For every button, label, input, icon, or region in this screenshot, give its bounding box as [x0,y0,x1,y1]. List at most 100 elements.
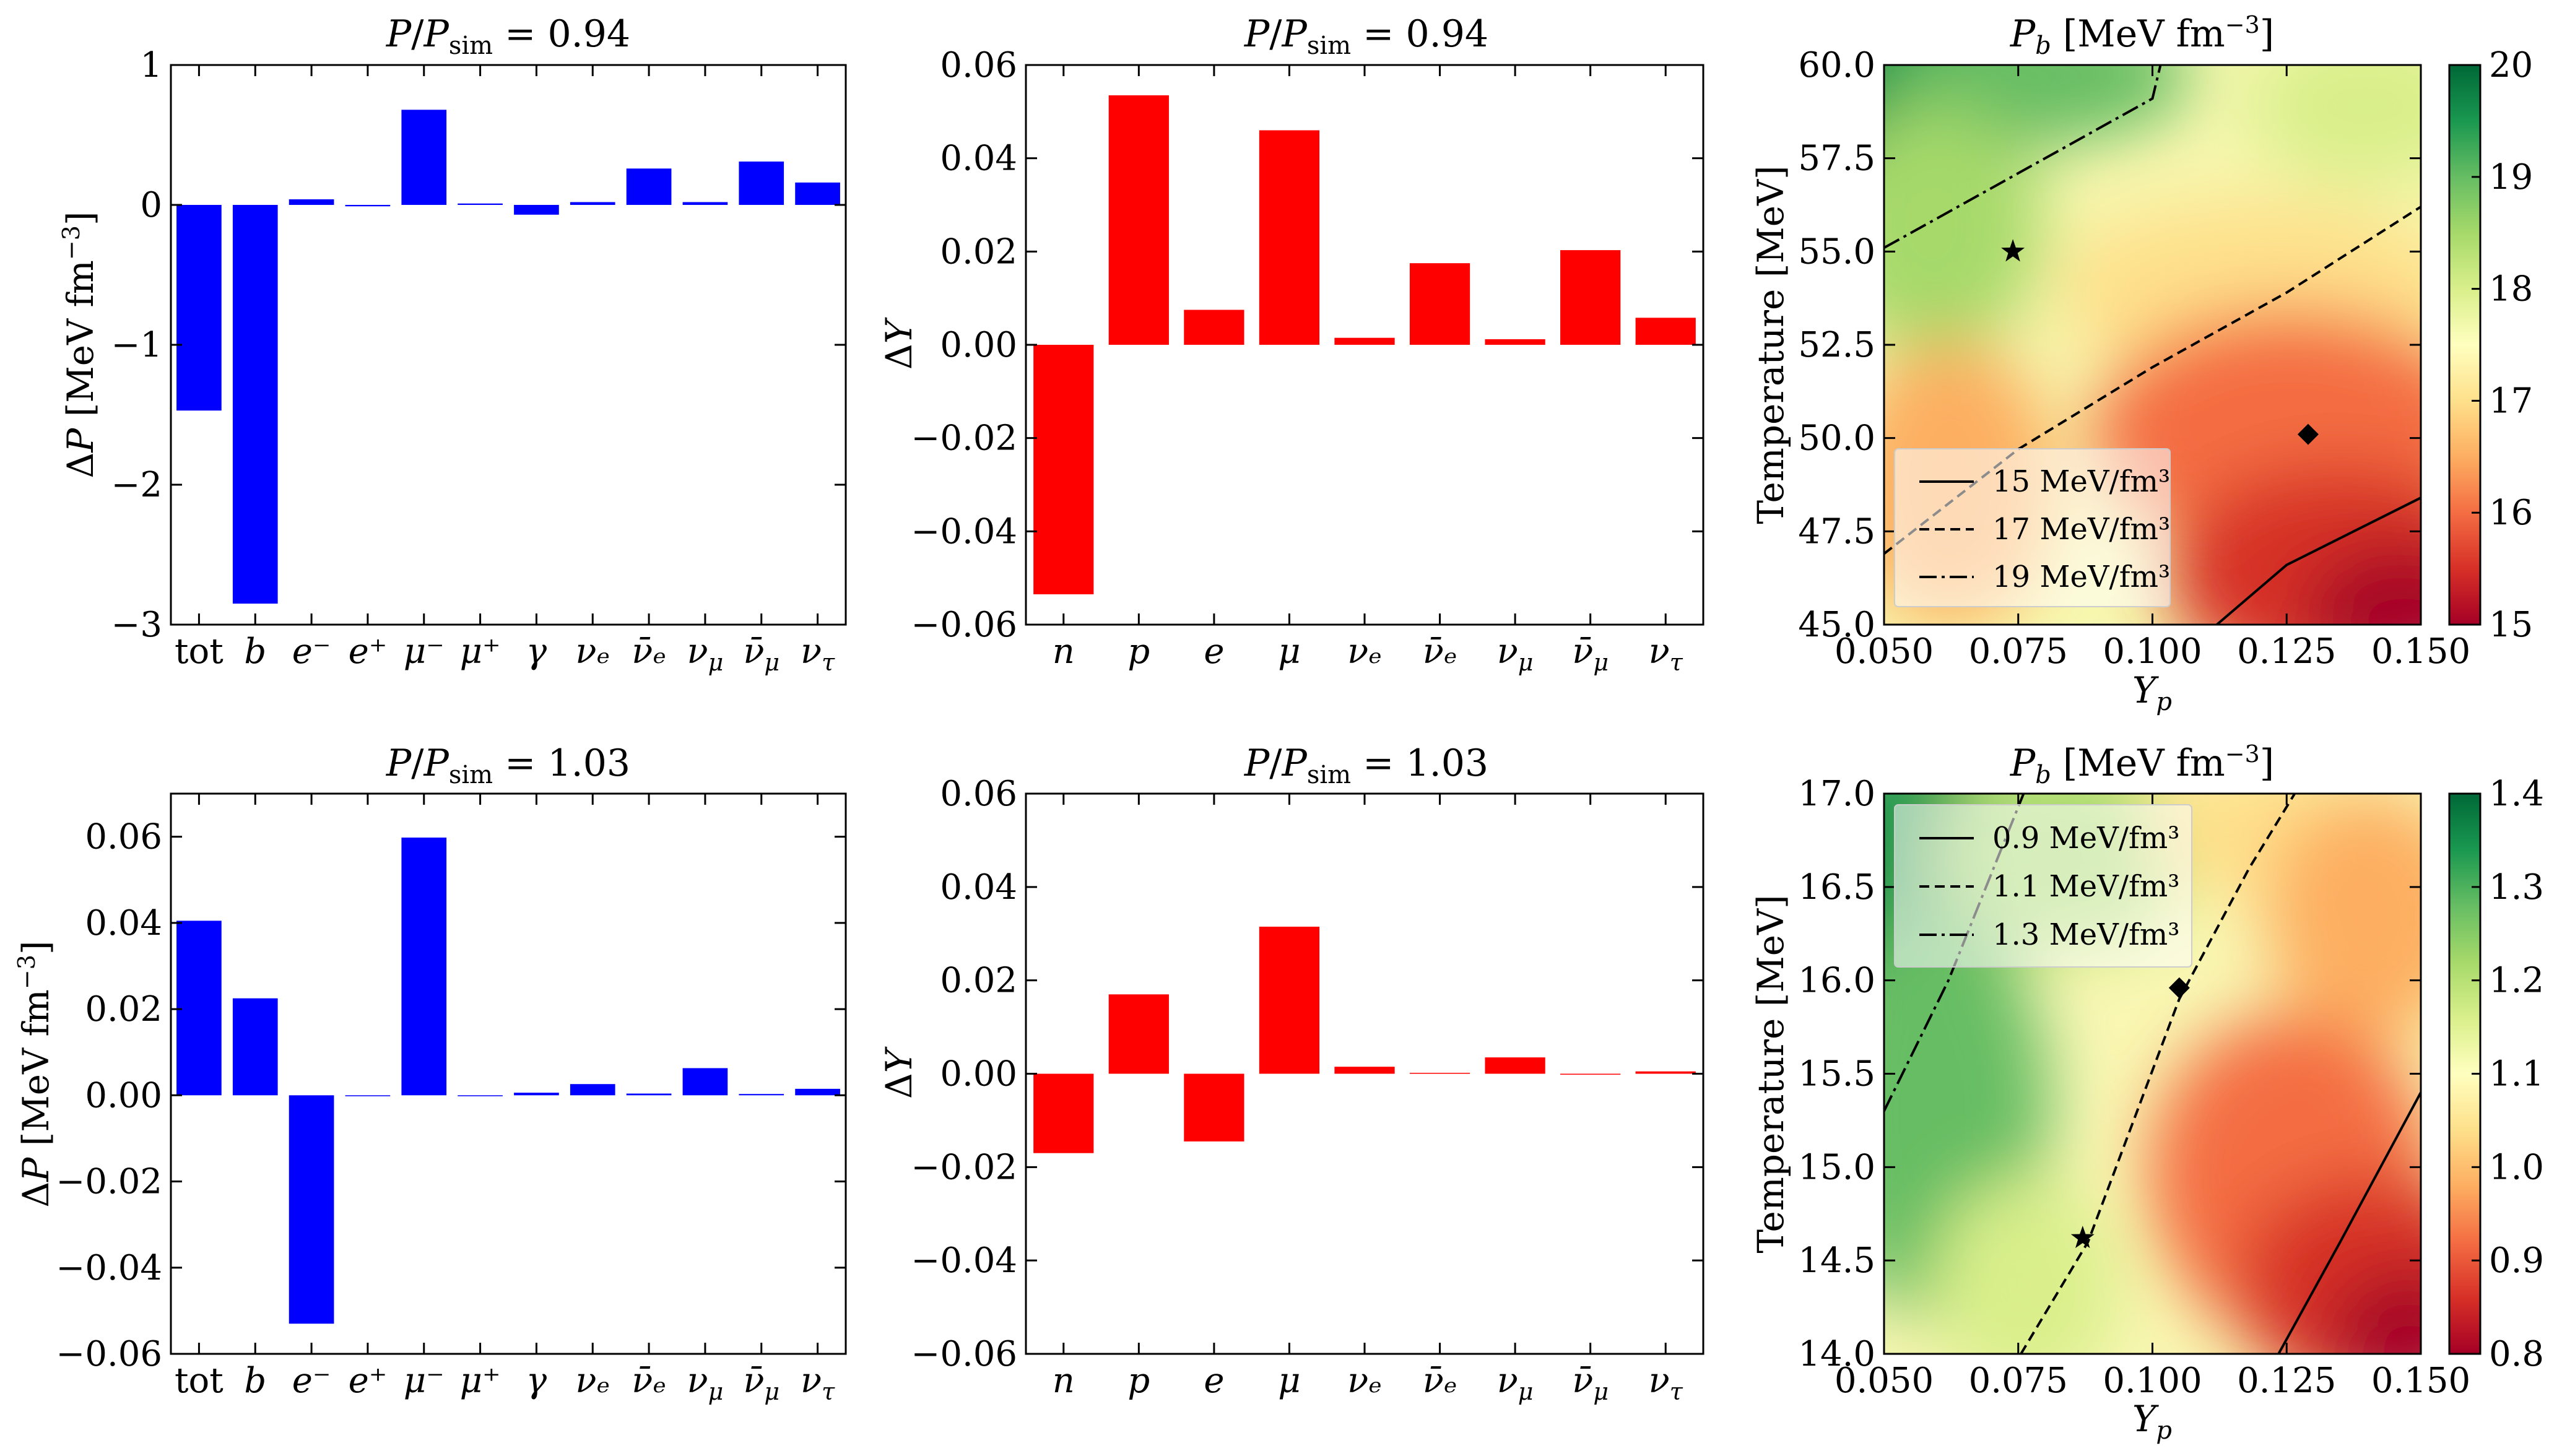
xtick-label: 0.125 [2237,631,2336,672]
star-marker [2001,239,2025,262]
legend-label-17: 17 MeV/fm³ [1992,512,2170,547]
legend-label-1.1: 1.1 MeV/fm³ [1992,869,2180,904]
xtick-label: tot [175,1361,224,1401]
panel-d-ylabel: ΔP [MeV fm−3] [13,940,57,1207]
panel-f-yticks: 17.0 16.5 16.0 15.5 15.0 14.5 14.0 [1798,774,2421,1374]
xtick-label: μ⁺ [460,631,501,672]
bar-6 [1485,1057,1545,1074]
xtick-label: 0.125 [2237,1361,2336,1401]
xtick-label: n [1053,631,1075,672]
panel-f-xlabel: Yp [2132,1398,2172,1445]
bar-8 [1635,318,1696,345]
colorbar-tick-label: 19 [2489,157,2533,197]
ytick-label: 14.5 [1798,1241,1875,1281]
colorbar-tick-label: 1.0 [2489,1147,2544,1187]
panel-c-markers [2001,239,2319,445]
bar-0 [176,205,222,411]
bar-4 [401,110,447,205]
panel-e-ylabel: ΔY [878,1046,920,1099]
bar-8 [1635,1071,1696,1074]
xtick-label: νₑ [575,1361,610,1401]
panel-f-xticks: 0.050 0.075 0.100 0.125 0.150 [1835,794,2470,1401]
bar-1 [232,998,278,1096]
colorbar-tick-label: 0.9 [2489,1241,2544,1281]
xtick-label: 0.075 [1969,1361,2068,1401]
ytick-label: −3 [111,605,162,645]
xtick-label: ντ [1649,631,1683,676]
xtick-label: ν̄ₑ [632,631,666,672]
bar-2 [289,199,334,205]
bar-3 [345,1095,391,1096]
bar-2 [289,1095,334,1324]
ytick-label: 0.04 [85,903,162,943]
panel-d: P/Psim = 1.03 0.06 0.04 0.02 0.00 −0.02 −0.04… [13,742,847,1405]
ytick-label: −0.06 [911,1334,1017,1374]
diamond-marker [2168,977,2190,999]
xtick-label: γ [526,1361,547,1401]
panel-f-frame [1883,792,2422,1355]
xtick-label: νₑ [1347,1361,1382,1401]
panel-a-ylabel: ΔP [MeV fm−3] [58,211,102,478]
ytick-label: −0.04 [56,1248,162,1288]
ytick-label: 47.5 [1798,511,1875,552]
diamond-marker [2297,423,2319,445]
panel-e: P/Psim = 1.03 0.06 0.04 0.02 0.00 −0.02 −0.04… [878,742,1704,1405]
ytick-label: −0.04 [911,1241,1017,1281]
bar-9 [682,202,728,205]
ytick-label: 45.0 [1798,605,1875,645]
xtick-label: μ [1278,631,1300,672]
bar-4 [401,838,447,1096]
panel-e-frame [1025,792,1704,1355]
panel-a: P/Psim = 0.94 1 0 −1 −2 −3 tot b e⁻ e⁺ μ⁻ μ⁺ γ νₑ ν̄… [58,12,847,676]
panel-a-title: P/Psim = 0.94 [386,12,630,60]
bar-9 [682,1068,728,1096]
xtick-label: μ⁺ [460,1361,501,1401]
legend-label-0.9: 0.9 MeV/fm³ [1992,821,2180,856]
colorbar-tick-label: 20 [2489,45,2533,85]
xtick-label: e⁺ [349,631,388,672]
bar-0 [1033,1073,1094,1153]
ytick-label: −0.04 [911,511,1017,552]
ytick-label: 55.0 [1798,232,1875,272]
panel-b: P/Psim = 0.94 0.06 0.04 0.02 0.00 −0.02 −0.04… [878,12,1704,676]
xtick-label: 0.075 [1969,631,2068,672]
panel-c-xlabel: Yp [2132,669,2172,716]
bar-3 [1259,926,1320,1074]
bar-1 [232,205,278,604]
xtick-label: 0.150 [2371,631,2470,672]
panel-d-yticks: 0.06 0.04 0.02 0.00 −0.02 −0.04 −0.06 [56,817,846,1374]
bar-5 [1409,263,1470,345]
xtick-label: ντ [1649,1361,1683,1405]
xtick-label: ν̄μ [743,1361,779,1405]
panel-d-title: P/Psim = 1.03 [386,742,630,789]
ytick-label: 0.00 [940,1054,1017,1094]
xtick-label: e⁻ [292,1361,331,1401]
bar-1 [1108,95,1169,345]
ytick-label: −0.02 [911,1147,1017,1187]
contour-0 [2277,1091,2421,1354]
panel-c-yticks: 60.0 57.5 55.0 52.5 50.0 47.5 45.0 [1798,45,2421,645]
panel-e-title: P/Psim = 1.03 [1244,742,1488,789]
bar-11 [795,182,840,205]
panel-b-frame [1025,64,1704,626]
xtick-label: e [1204,631,1224,672]
xtick-label: n [1053,1361,1075,1401]
xtick-label: 0.050 [1835,1361,1934,1401]
bar-7 [570,1084,615,1096]
panel-c-frame [1883,64,2422,626]
ytick-label: 0.02 [85,989,162,1029]
panel-c-xticks: 0.050 0.075 0.100 0.125 0.150 [1835,65,2470,672]
ytick-label: −0.02 [56,1162,162,1202]
xtick-label: νμ [687,631,724,676]
bar-4 [1334,1067,1395,1074]
bar-1 [1108,994,1169,1074]
ytick-label: 52.5 [1798,325,1875,365]
xtick-label: νₑ [1347,631,1382,672]
panel-b-title: P/Psim = 0.94 [1244,12,1488,60]
colorbar-tick-label: 16 [2489,493,2533,533]
ytick-label: 50.0 [1798,418,1875,459]
legend-label-1.3: 1.3 MeV/fm³ [1992,917,2180,952]
colorbar-tick-label: 1.1 [2489,1054,2544,1094]
bar-0 [1033,345,1094,595]
contour-1 [2020,794,2296,1354]
